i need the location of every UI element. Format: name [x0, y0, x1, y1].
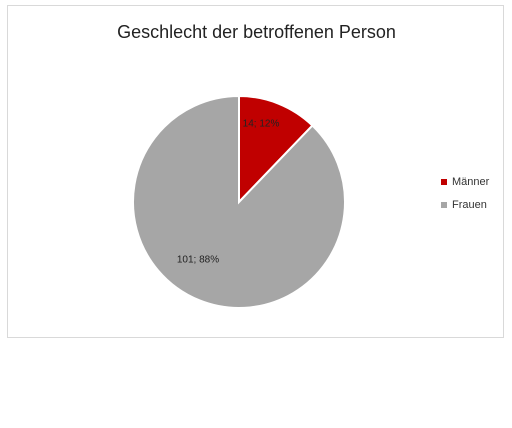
pie-slice-maenner [238, 94, 314, 205]
legend-label-frauen: Frauen [452, 199, 487, 211]
data-label-maenner: 14; 12% [243, 119, 280, 130]
legend-swatch-maenner [441, 179, 447, 185]
chart-area: Geschlecht der betroffenen Person 14; 12… [7, 5, 504, 338]
pie-slice-frauen [132, 94, 346, 309]
pie-plot: 14; 12% 101; 88% [132, 94, 346, 309]
legend-swatch-frauen [441, 202, 447, 208]
legend-item-maenner: Männer [441, 175, 489, 189]
legend: Männer Frauen [441, 175, 489, 221]
data-label-frauen: 101; 88% [177, 255, 219, 266]
legend-label-maenner: Männer [452, 176, 490, 188]
chart-title: Geschlecht der betroffenen Person [117, 22, 396, 42]
legend-item-frauen: Frauen [441, 198, 489, 212]
